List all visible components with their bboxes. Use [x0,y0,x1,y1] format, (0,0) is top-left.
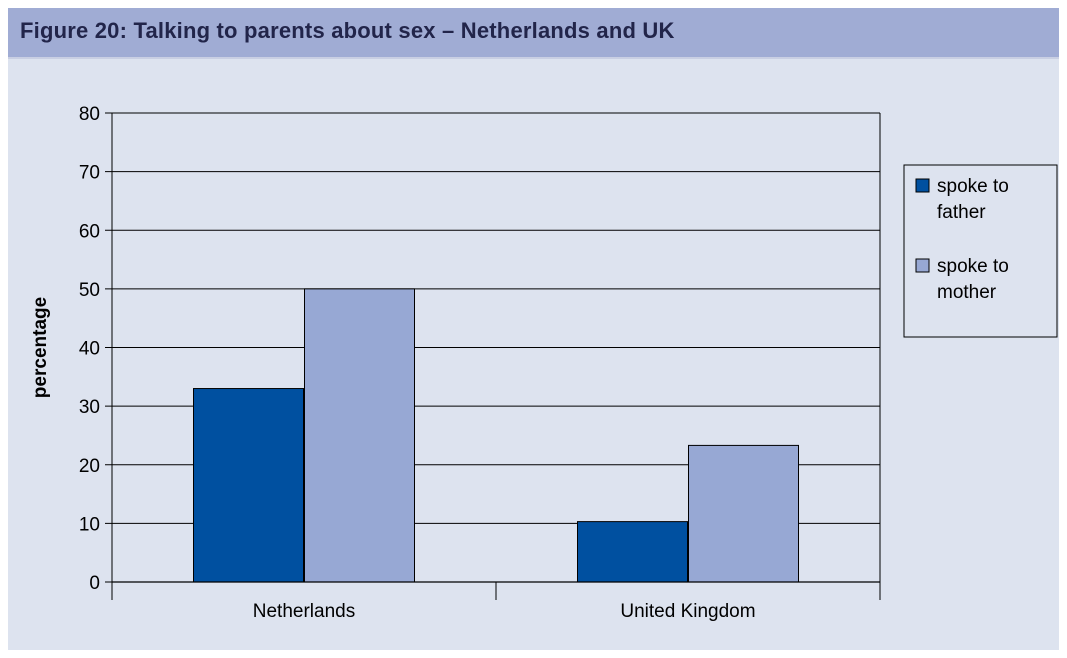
y-tick-label: 30 [79,397,100,418]
legend-label: spoke to [937,256,1009,277]
y-tick-label: 10 [79,514,100,535]
y-axis-label: percentage [30,297,51,398]
legend-label: spoke to [937,176,1009,197]
x-category-label: United Kingdom [620,601,755,622]
legend-label: father [937,202,986,223]
figure-header: Figure 20: Talking to parents about sex … [8,8,1059,59]
y-tick-label: 70 [79,163,100,184]
legend-swatch-mother [915,258,930,273]
legend-label: mother [937,282,997,303]
y-tick-label: 40 [79,339,100,360]
y-tick-label: 50 [79,280,100,301]
bar-chart: 0 10 20 30 40 50 60 70 80 Netherlands United Kingd… [30,104,1058,622]
bar-father-1 [577,521,688,583]
bar-father-0 [193,388,304,583]
figure-panel: Figure 20: Talking to parents about sex … [8,8,1059,650]
legend-swatch-father [915,178,930,193]
y-tick-label: 20 [79,456,100,477]
y-tick-label: 80 [79,104,100,125]
header-rule [8,57,1059,59]
y-tick-label: 60 [79,221,100,242]
y-tick-label: 0 [89,573,100,594]
bar-mother-1 [688,444,799,583]
legend-box [903,164,1058,338]
figure-title: Figure 20: Talking to parents about sex … [20,18,675,43]
x-category-label: Netherlands [253,601,355,622]
bar-mother-0 [304,288,415,583]
